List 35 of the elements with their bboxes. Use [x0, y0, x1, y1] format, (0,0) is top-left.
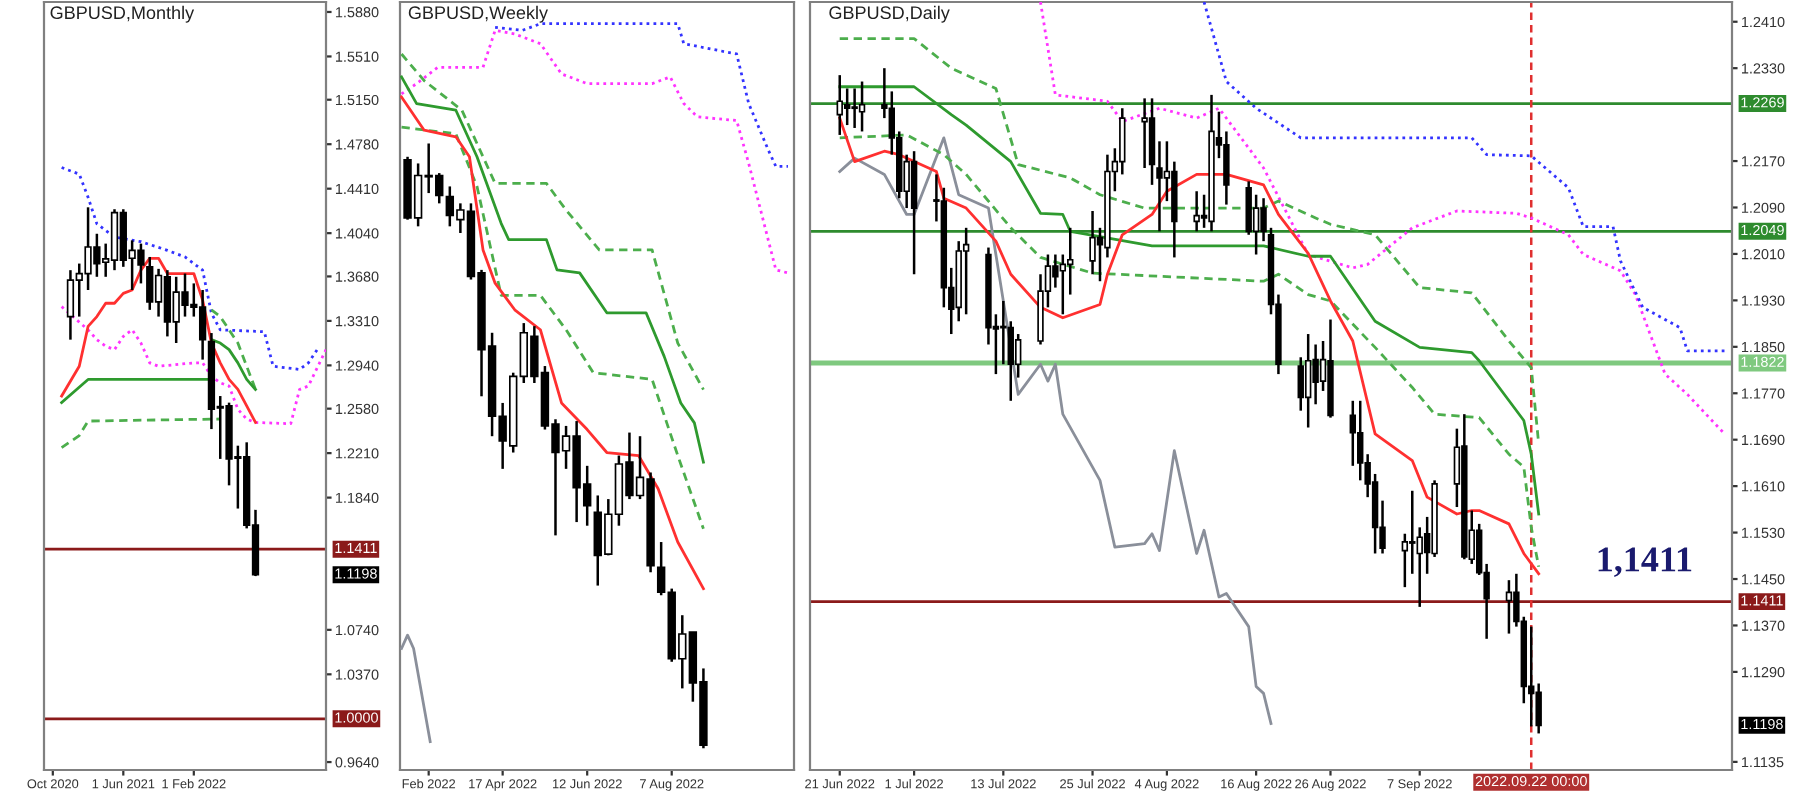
candlestick: [1409, 489, 1416, 576]
line-series: [1202, 2, 1726, 353]
candlestick: [181, 272, 189, 318]
candlestick: [962, 226, 970, 316]
line-series: [60, 166, 319, 371]
chart-title: GBPUSD,Weekly: [408, 5, 548, 23]
line-series: [838, 136, 1273, 725]
candlestick: [1297, 356, 1304, 412]
candlestick: [154, 267, 163, 318]
candlestick: [910, 149, 918, 276]
candlestick: [1089, 209, 1096, 276]
candlestick: [836, 73, 843, 137]
candlestick: [1141, 97, 1148, 170]
candlestick: [66, 268, 75, 341]
candlestick: [1193, 189, 1200, 233]
line-series: [60, 256, 257, 424]
candlestick: [843, 87, 851, 127]
chart-title: GBPUSD,Daily: [829, 5, 950, 23]
candlestick: [1528, 625, 1535, 728]
candlestick: [1252, 193, 1260, 256]
candlestick: [1304, 332, 1312, 429]
chart-title: GBPUSD,Monthly: [50, 5, 195, 23]
annotation: 1,1411: [1598, 547, 1692, 577]
line-series: [1039, 2, 1726, 436]
line-series: [210, 308, 257, 391]
candlestick: [198, 288, 207, 361]
candlestick: [163, 268, 172, 338]
candlestick: [851, 87, 858, 130]
candlestick: [858, 80, 866, 133]
line-series: [60, 305, 326, 426]
candlestick: [1505, 578, 1513, 635]
candlestick: [1014, 332, 1022, 379]
line-series: [838, 85, 1541, 516]
candlestick: [110, 207, 119, 272]
line-series: [60, 417, 222, 449]
